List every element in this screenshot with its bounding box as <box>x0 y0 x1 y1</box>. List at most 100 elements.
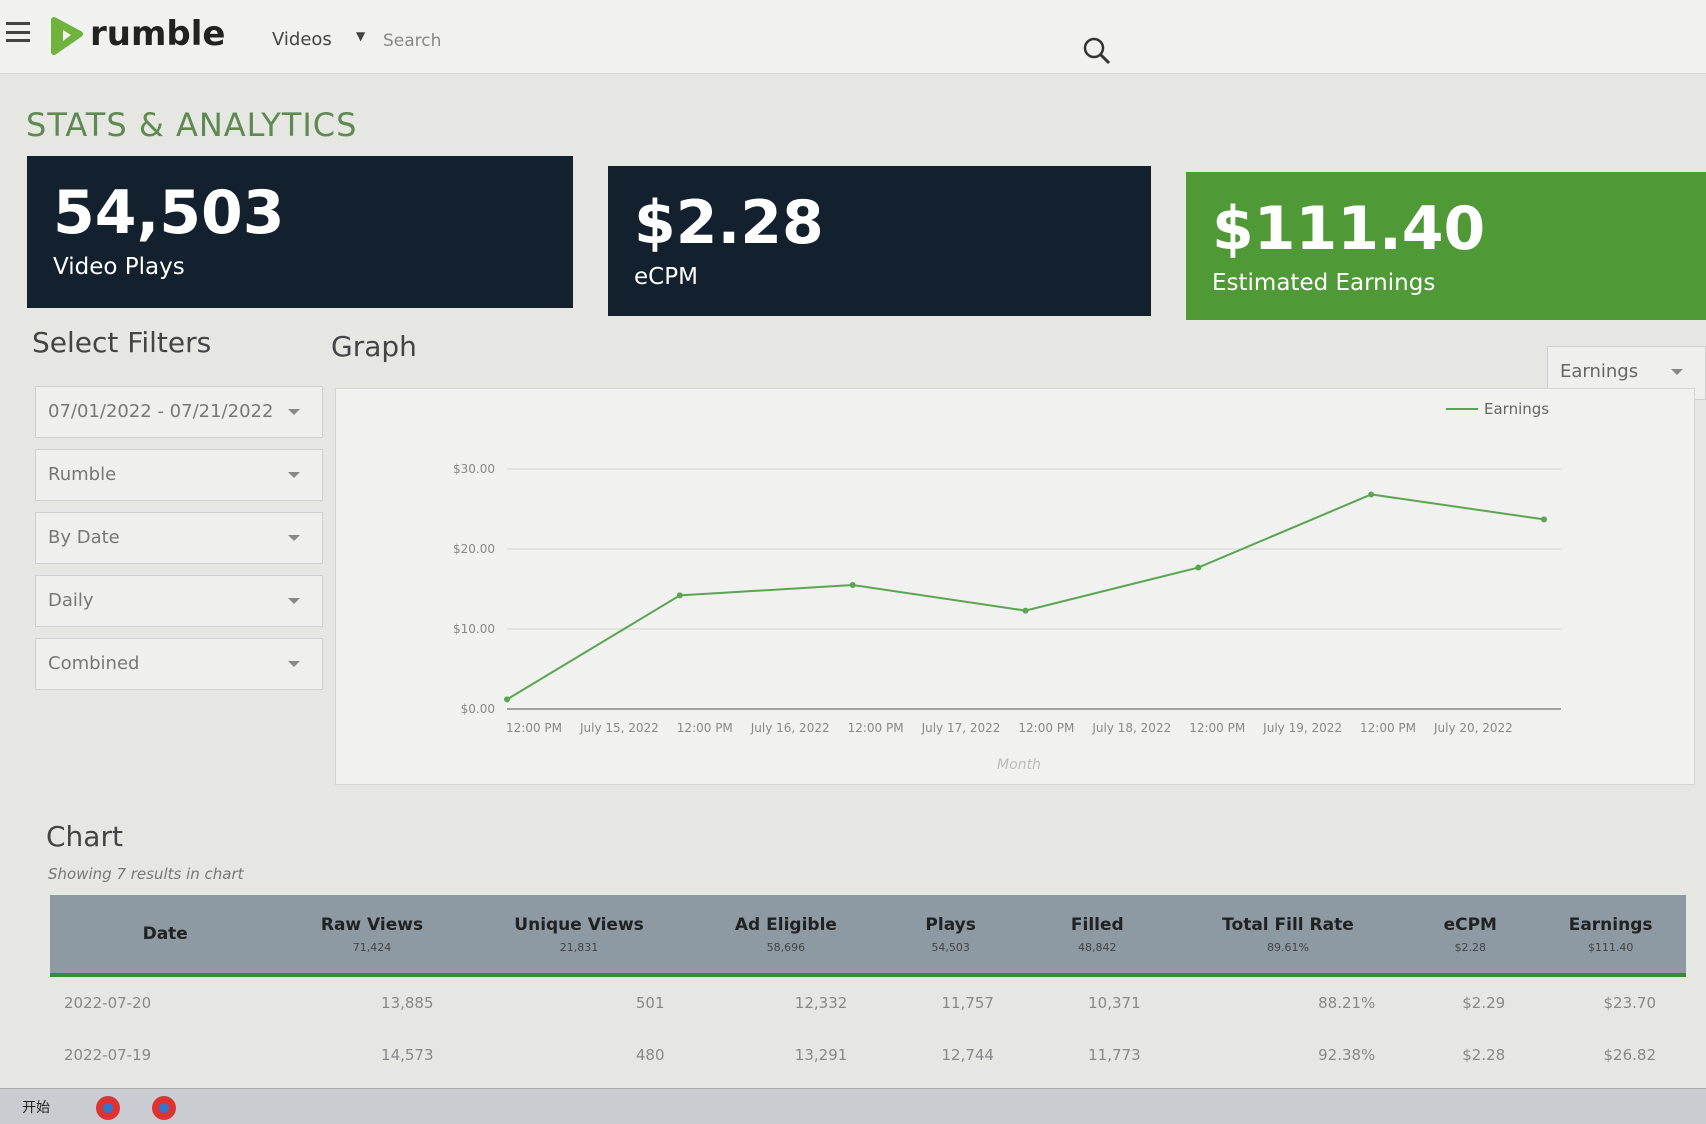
y-tick-label: $30.00 <box>453 462 495 476</box>
page-title: STATS & ANALYTICS <box>26 106 358 144</box>
logo[interactable]: rumble <box>90 14 226 54</box>
line-chart: $0.00 $10.00 $20.00 $30.00 12:00 PM July 15, … <box>453 400 1561 773</box>
column-name: Raw Views <box>320 914 424 935</box>
column-name: Filled <box>1070 914 1124 935</box>
filters-title: Select Filters <box>32 326 212 359</box>
data-point <box>1368 491 1375 498</box>
column-total: 54,503 <box>931 940 970 954</box>
table-cell: 12,744 <box>941 1045 994 1064</box>
x-tick-label: July 18, 2022 <box>1091 721 1171 735</box>
filter-select[interactable]: By Date <box>35 512 323 564</box>
table-cell: $2.28 <box>1462 1045 1506 1064</box>
column-total: 48,842 <box>1078 940 1117 954</box>
x-tick-label: 12:00 PM <box>1360 721 1416 735</box>
column-total: 21,831 <box>559 940 599 954</box>
menu-arrow[interactable]: ▼ <box>356 29 366 43</box>
column-header: Earnings $111.40 <box>1535 895 1686 977</box>
y-tick-label: $10.00 <box>453 622 495 636</box>
column-name: Unique Views <box>514 914 644 935</box>
menu-icon[interactable] <box>6 22 30 42</box>
y-tick-label: $0.00 <box>461 702 495 716</box>
graph-box: $0.00 $10.00 $20.00 $30.00 12:00 PM July 15, … <box>335 388 1695 785</box>
column-name: Plays <box>925 914 976 935</box>
x-tick-label: July 20, 2022 <box>1433 721 1513 735</box>
x-tick-label: July 15, 2022 <box>579 721 659 735</box>
column-name: Total Fill Rate <box>1222 914 1354 935</box>
graph-title: Graph <box>331 330 417 363</box>
data-point <box>1541 516 1547 523</box>
series-line <box>506 493 1545 701</box>
column-header: Plays 54,503 <box>877 895 1024 977</box>
x-tick-label: July 16, 2022 <box>750 721 830 735</box>
x-tick-label: 12:00 PM <box>1018 721 1074 735</box>
stat-card: 54,503 Video Plays <box>27 156 573 308</box>
search-icon[interactable] <box>1082 36 1112 66</box>
stat-label: eCPM <box>634 264 698 290</box>
table-cell: 14,573 <box>381 1045 434 1064</box>
table-cell: 10,371 <box>1088 993 1141 1012</box>
table-cell: 11,757 <box>941 993 994 1012</box>
table-cell: 92.38% <box>1318 1045 1376 1064</box>
data-point <box>1022 607 1029 614</box>
column-total: $2.28 <box>1454 940 1487 954</box>
filter-select[interactable]: Combined <box>35 638 323 690</box>
stat-value: $111.40 <box>1212 194 1486 264</box>
x-tick-label: 12:00 PM <box>506 721 562 735</box>
column-name: Earnings <box>1568 914 1653 935</box>
legend-label: Earnings <box>1484 400 1549 418</box>
filter-select[interactable]: Daily <box>35 575 323 627</box>
filter-select[interactable]: Rumble <box>35 449 323 501</box>
results-table: Date Raw Views 71,424 Unique Views 21,831 Ad … <box>50 895 1686 1081</box>
table-cell: 88.21% <box>1318 993 1376 1012</box>
column-total: 71,424 <box>352 940 392 954</box>
column-header: Filled 48,842 <box>1023 895 1171 977</box>
menu-select[interactable]: Videos <box>272 29 332 50</box>
start-button[interactable]: 开始 <box>22 1100 50 1116</box>
search-input[interactable]: Search <box>383 31 442 51</box>
logo-icon <box>51 17 83 55</box>
filter-select[interactable]: 07/01/2022 - 07/21/2022 <box>35 386 323 438</box>
table-title: Chart <box>46 820 123 853</box>
header-row: Date Raw Views 71,424 Unique Views 21,831 Ad … <box>50 895 1686 977</box>
table-row: 2022-07-20 13,885 501 12,332 11,757 10,371 88.… <box>50 975 1686 1028</box>
column-total: 89.61% <box>1267 940 1309 954</box>
stat-value: 54,503 <box>53 178 285 248</box>
column-header: Date <box>50 895 281 977</box>
x-axis-title: Month <box>997 757 1041 773</box>
column-name: Ad Eligible <box>734 914 837 935</box>
table-cell: 13,885 <box>381 993 434 1012</box>
y-tick-label: $20.00 <box>453 542 495 556</box>
nav-bar: rumble Videos ▼ Search <box>0 0 1706 74</box>
column-name: eCPM <box>1443 914 1497 935</box>
column-header: Unique Views 21,831 <box>463 895 695 977</box>
column-header: Total Fill Rate 89.61% <box>1170 895 1406 977</box>
column-header: eCPM $2.28 <box>1405 895 1536 977</box>
table-cell: 13,291 <box>794 1045 848 1064</box>
stat-value: $2.28 <box>634 188 824 258</box>
data-point <box>1195 564 1202 571</box>
stat-card: $2.28 eCPM <box>608 166 1151 316</box>
table-cell: 480 <box>635 1045 665 1064</box>
table-cell: 11,773 <box>1088 1045 1141 1064</box>
stat-label: Video Plays <box>53 254 185 280</box>
column-name: Date <box>142 924 188 944</box>
table-cell: $2.29 <box>1462 993 1506 1012</box>
column-header: Raw Views 71,424 <box>280 895 464 977</box>
x-tick-label: July 19, 2022 <box>1262 721 1342 735</box>
table-cell: 2022-07-19 <box>64 1045 152 1064</box>
browser-icons[interactable] <box>92 1093 192 1123</box>
taskbar: 开始 <box>0 1088 1706 1124</box>
column-total: $111.40 <box>1587 940 1634 954</box>
table-cell: $26.82 <box>1603 1045 1657 1064</box>
table-row: 2022-07-19 14,573 480 13,291 12,744 11,773 92.… <box>50 1028 1686 1081</box>
stat-card: $111.40 Estimated Earnings <box>1186 172 1706 320</box>
data-point <box>849 582 856 588</box>
x-tick-label: 12:00 PM <box>1189 721 1245 735</box>
x-tick-label: 12:00 PM <box>677 721 733 735</box>
x-tick-label: July 17, 2022 <box>921 721 1001 735</box>
column-total: 58,696 <box>766 940 806 954</box>
table-subtitle: Showing 7 results in chart <box>48 865 244 883</box>
x-tick-label: 12:00 PM <box>848 721 904 735</box>
column-header: Ad Eligible 58,696 <box>694 895 878 977</box>
